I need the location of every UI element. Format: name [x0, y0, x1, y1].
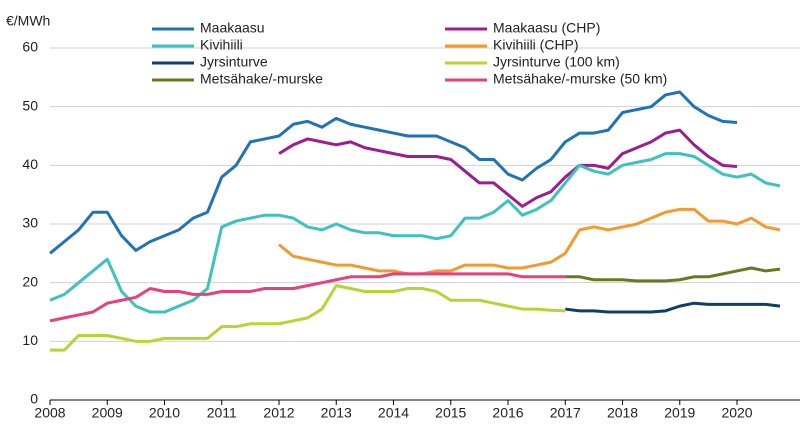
y-tick-label: 60 — [22, 39, 38, 55]
x-tick-label: 2012 — [263, 405, 294, 421]
x-tick-label: 2010 — [149, 405, 180, 421]
x-tick-label: 2016 — [492, 405, 523, 421]
x-tick-label: 2020 — [721, 405, 752, 421]
legend-label: Jyrsinturve (100 km) — [493, 54, 620, 70]
y-axis-label: €/MWh — [6, 13, 50, 29]
x-tick-label: 2015 — [435, 405, 466, 421]
x-tick-label: 2011 — [207, 405, 237, 421]
series-line — [565, 301, 781, 314]
legend-label: Metsähake/-murske (50 km) — [493, 71, 667, 87]
y-tick-label: 20 — [22, 273, 38, 289]
series-line — [49, 272, 566, 323]
y-tick-label: 0 — [30, 391, 38, 407]
x-tick-label: 2019 — [664, 405, 695, 421]
series-line — [49, 152, 781, 314]
y-tick-label: 40 — [22, 156, 38, 172]
legend-label: Maakaasu (CHP) — [493, 20, 600, 36]
series-line — [50, 284, 566, 352]
series-line — [278, 207, 781, 276]
y-tick-label: 30 — [22, 215, 38, 231]
x-tick-label: 2014 — [378, 405, 409, 421]
series-line — [278, 128, 738, 208]
legend-label: Jyrsinturve — [200, 54, 268, 70]
x-tick-label: 2013 — [321, 405, 352, 421]
legend-label: Metsähake/-murske — [200, 71, 323, 87]
legend-label: Maakaasu — [200, 20, 265, 36]
x-tick-label: 2009 — [92, 405, 123, 421]
legend-label: Kivihiili — [200, 37, 243, 53]
x-tick-label: 2018 — [607, 405, 638, 421]
legend-label: Kivihiili (CHP) — [493, 37, 579, 53]
series-line — [49, 90, 738, 255]
y-tick-label: 10 — [22, 332, 38, 348]
series-line — [565, 266, 781, 283]
x-tick-label: 2008 — [34, 405, 65, 421]
y-tick-label: 50 — [22, 97, 38, 113]
x-tick-label: 2017 — [550, 405, 581, 421]
